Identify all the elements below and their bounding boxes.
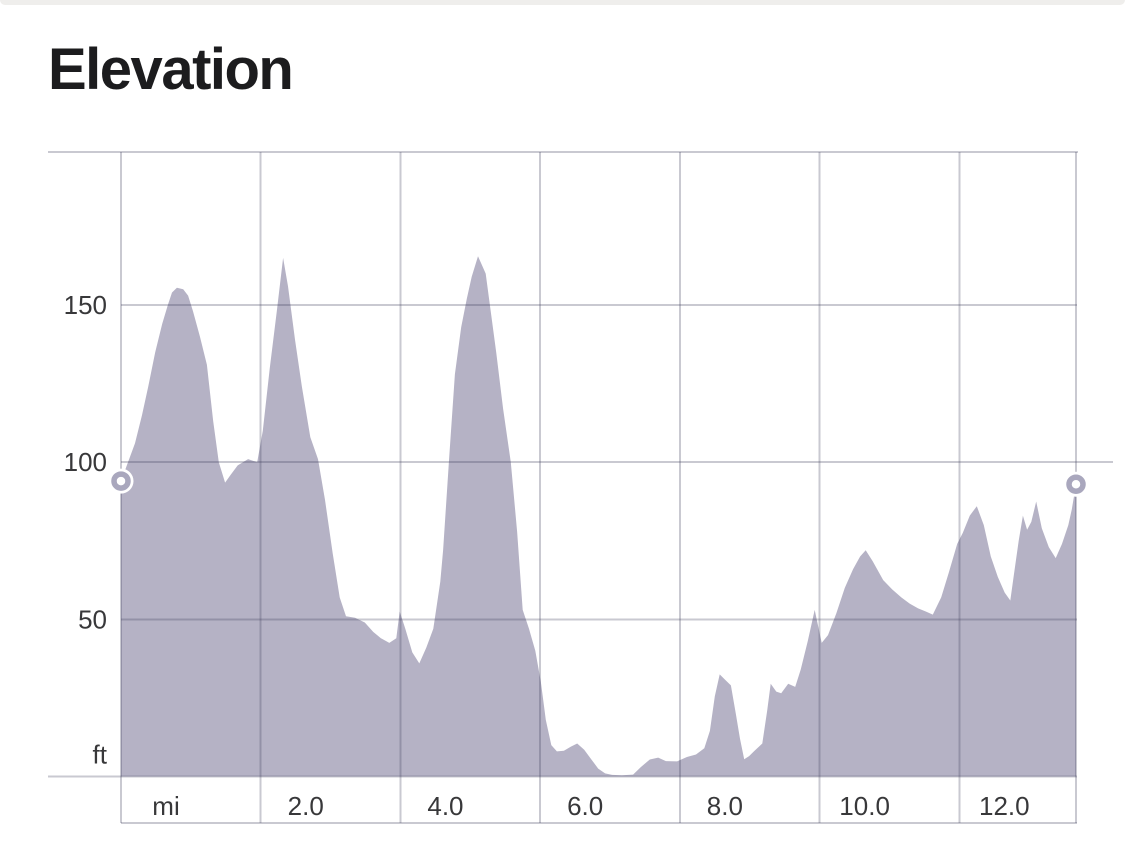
x-axis-label-mi: mi xyxy=(152,791,179,821)
y-axis-label-150: 150 xyxy=(64,290,107,320)
x-axis-label-10.0: 10.0 xyxy=(839,791,890,821)
x-axis-label-8.0: 8.0 xyxy=(707,791,743,821)
route-start-marker xyxy=(111,471,131,491)
x-axis-label-12.0: 12.0 xyxy=(979,791,1030,821)
x-axis-label-6.0: 6.0 xyxy=(567,791,603,821)
chart-title: Elevation xyxy=(48,37,294,102)
route-end-marker xyxy=(1066,474,1086,494)
elevation-area xyxy=(121,256,1076,777)
top-card-edge xyxy=(0,0,1125,5)
x-axis-label-2.0: 2.0 xyxy=(288,791,324,821)
y-axis-label-50: 50 xyxy=(78,604,107,634)
y-axis-label-ft: ft xyxy=(93,740,108,770)
x-axis-label-4.0: 4.0 xyxy=(427,791,463,821)
y-axis-label-100: 100 xyxy=(64,447,107,477)
